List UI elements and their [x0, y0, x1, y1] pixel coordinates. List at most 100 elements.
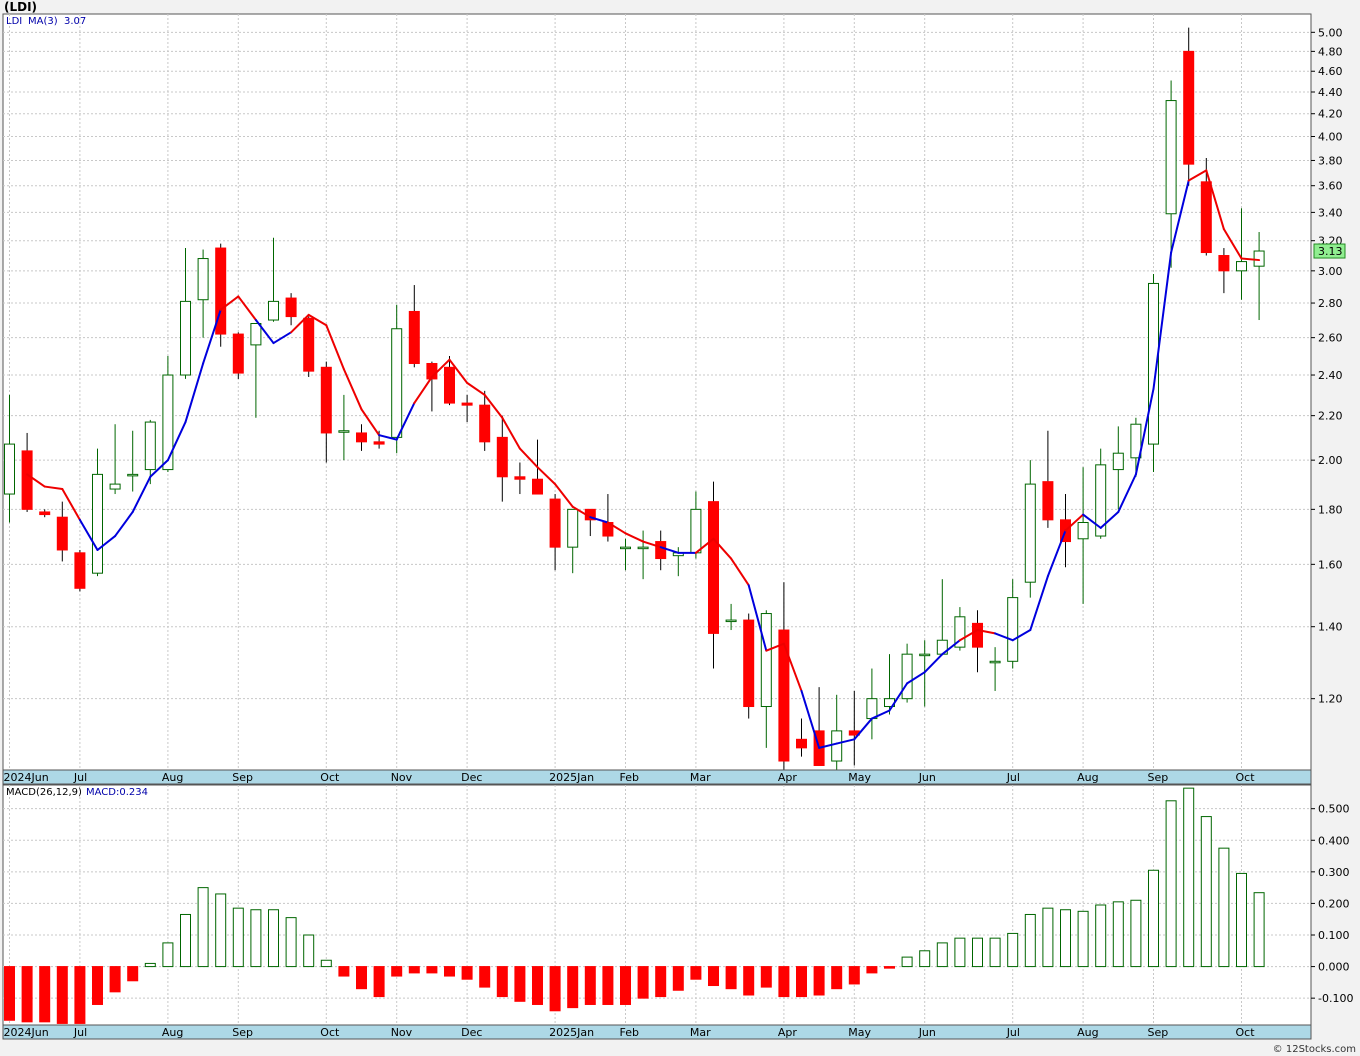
macd-bar-negative	[637, 966, 649, 999]
macd-bar-negative	[479, 966, 491, 988]
ma3-segment	[1134, 387, 1155, 476]
candle-body	[989, 660, 1001, 664]
candle-body	[461, 402, 473, 406]
price-x-tick-label: Sep	[1148, 771, 1169, 784]
candle-body	[796, 738, 807, 749]
price-plot-area	[2, 13, 1312, 771]
ma3-segment	[941, 639, 961, 656]
price-x-tick-label: Oct	[1236, 771, 1256, 784]
macd-bar-positive	[1148, 869, 1159, 968]
legend-ma-value: 3.07	[64, 16, 86, 27]
up-candle	[1007, 579, 1019, 669]
macd-bar-negative	[496, 966, 508, 998]
ma3-segment	[906, 671, 926, 685]
candle-body	[109, 483, 121, 490]
macd-bar-negative	[532, 966, 543, 1005]
ma3-segment	[290, 313, 310, 334]
macd-histogram-series	[4, 787, 1265, 1024]
ma3-segment	[78, 518, 99, 551]
macd-bar-positive	[1236, 872, 1247, 968]
price-y-tick-label: 5.00	[1318, 26, 1343, 39]
candle-body	[56, 516, 68, 551]
candle-body	[444, 366, 455, 404]
macd-x-tick-label: Apr	[778, 1026, 798, 1039]
ma3-segment	[642, 540, 662, 549]
ma3-segment	[835, 738, 856, 745]
ma3-segment	[1064, 513, 1085, 532]
ma3-segment	[360, 408, 381, 437]
price-x-tick-label: Jul	[73, 771, 87, 784]
macd-x-tick-label: Nov	[391, 1026, 413, 1039]
down-candle	[532, 439, 543, 495]
candle-body	[1148, 282, 1159, 445]
ma3-segment	[853, 717, 873, 741]
macd-bar-negative	[813, 966, 825, 996]
ma3-segment	[659, 546, 680, 554]
up-candle	[250, 322, 262, 418]
candle-body	[373, 441, 385, 445]
macd-bar-negative	[426, 966, 438, 974]
macd-x-tick-label: Oct	[1236, 1026, 1256, 1039]
up-candle	[831, 694, 843, 780]
ma3-line	[26, 169, 1261, 749]
down-candle	[479, 390, 491, 451]
ma3-segment	[395, 402, 416, 441]
macd-y-tick-label: 0.000	[1318, 961, 1350, 974]
down-candle	[1200, 158, 1212, 256]
ma3-segment	[554, 483, 574, 508]
candle-body	[303, 317, 315, 372]
macd-bar-negative	[778, 966, 790, 998]
macd-value-label: MACD:0.234	[86, 787, 148, 798]
down-candle	[972, 610, 983, 673]
ma3-segment	[325, 324, 345, 371]
macd-bar-positive	[954, 937, 966, 968]
up-candle	[725, 603, 737, 631]
ma3-segment	[1029, 575, 1049, 632]
up-candle	[1165, 80, 1177, 268]
last-price-tag-box	[1313, 243, 1346, 259]
macd-x-tick-label: 2024Jun	[4, 1026, 49, 1039]
ma3-segment	[1240, 257, 1261, 262]
price-y-tick-label: 3.40	[1318, 206, 1343, 219]
macd-bar-negative	[373, 966, 385, 998]
down-candle	[303, 316, 315, 377]
price-y-tick-label: 4.80	[1318, 45, 1343, 58]
price-y-tick-label: 1.80	[1318, 503, 1343, 516]
last-price-tag-text: 3.13	[1318, 245, 1343, 258]
candle-body	[1007, 597, 1019, 662]
candle-body	[743, 619, 755, 708]
up-candle	[4, 394, 15, 523]
candle-body	[92, 473, 103, 574]
up-candle	[144, 419, 156, 485]
candle-body	[778, 629, 790, 762]
ma3-segment	[26, 473, 46, 488]
candle-body	[320, 366, 332, 434]
ma3-segment	[1222, 228, 1243, 260]
macd-x-tick-label: Jul	[73, 1026, 87, 1039]
price-y-tick-label: 2.00	[1318, 454, 1343, 467]
macd-panel: -0.100 0.000 0.100 0.200 0.300 0.400 0.500 MAC…	[2, 784, 1353, 1026]
price-y-tick-label: 2.40	[1318, 369, 1343, 382]
ma3-segment	[1170, 179, 1190, 254]
macd-x-tick-label: Mar	[690, 1026, 711, 1039]
down-candle	[496, 415, 508, 502]
up-candle	[338, 394, 350, 461]
down-candle	[39, 509, 51, 518]
price-x-tick-label: Dec	[461, 771, 482, 784]
ma3-segment	[166, 421, 187, 462]
ma3-segment	[624, 532, 645, 543]
macd-label: MACD(26,12,9)	[6, 787, 82, 798]
macd-bar-negative	[831, 966, 843, 990]
candle-body	[1218, 255, 1230, 272]
macd-x-tick-label: Jul	[1006, 1026, 1020, 1039]
price-y-tick-label: 1.20	[1318, 693, 1343, 706]
down-candle	[232, 332, 244, 379]
down-candle	[514, 462, 526, 495]
candle-body	[690, 508, 702, 554]
ma3-segment	[1082, 513, 1102, 529]
macd-bar-positive	[901, 956, 913, 968]
candle-body	[567, 508, 579, 548]
ma3-segment	[589, 516, 609, 524]
macd-bar-negative	[743, 966, 755, 996]
macd-y-axis: -0.100 0.000 0.100 0.200 0.300 0.400 0.500	[1311, 803, 1353, 1005]
